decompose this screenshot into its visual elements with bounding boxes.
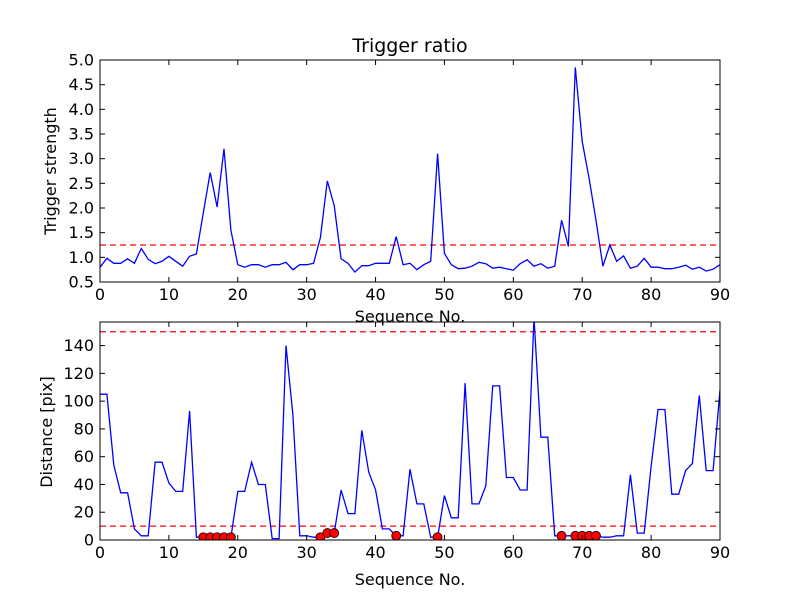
x-tick-label: 80 <box>641 285 661 304</box>
y-tick-label: 3.0 <box>69 149 94 168</box>
x-tick-label: 10 <box>159 543 179 562</box>
y-axis-label: Distance [pix] <box>37 376 56 488</box>
plot-content <box>100 67 720 274</box>
x-tick-label: 0 <box>95 285 105 304</box>
y-tick-label: 4.0 <box>69 100 94 119</box>
x-axis-label: Sequence No. <box>355 570 466 589</box>
y-tick-label: 2.5 <box>69 174 94 193</box>
x-tick-label: 70 <box>572 543 592 562</box>
plot-area: 0 10 20 30 40 50 60 70 80 90 0 20 40 60 80 100 120 140 <box>63 321 730 562</box>
x-tick-label: 30 <box>296 285 316 304</box>
y-tick-label: 5.0 <box>69 51 94 70</box>
x-tick-label: 10 <box>159 285 179 304</box>
y-tick-label: 20 <box>74 503 94 522</box>
x-tick-label: 0 <box>95 543 105 562</box>
x-tick-label: 50 <box>434 543 454 562</box>
y-tick-label: 1.0 <box>69 248 94 267</box>
x-tick-label: 80 <box>641 543 661 562</box>
data-point-marker <box>329 528 340 538</box>
y-tick-label: 120 <box>63 364 94 383</box>
plot-area: 0 10 20 30 40 50 60 70 80 90 0.5 1.0 1.5 2.0 2.5 3.0 3.5… <box>69 51 731 305</box>
data-point-marker <box>591 530 601 540</box>
x-tick-label: 60 <box>503 543 523 562</box>
axes-frame <box>99 59 721 283</box>
y-tick-label: 0.5 <box>69 273 94 292</box>
chart-title: Trigger ratio <box>351 35 467 57</box>
x-tick-label: 90 <box>710 543 730 562</box>
y-tick-label: 0 <box>84 531 94 550</box>
x-tick-label: 30 <box>296 543 316 562</box>
y-tick-label: 4.5 <box>69 75 94 94</box>
y-tick-label: 140 <box>63 336 94 355</box>
y-tick-label: 3.5 <box>69 125 94 144</box>
y-tick-label: 1.5 <box>69 223 94 242</box>
chart-trigger-ratio: Trigger ratio Sequence No. Trigger stren… <box>41 35 730 326</box>
series-line <box>100 67 720 274</box>
x-tick-label: 60 <box>503 285 523 304</box>
x-tick-label: 40 <box>365 285 385 304</box>
data-point-marker <box>556 530 567 540</box>
y-tick-label: 40 <box>74 475 94 494</box>
x-tick-label: 20 <box>228 285 248 304</box>
data-point-marker <box>391 530 402 540</box>
x-tick-label: 70 <box>572 285 592 304</box>
y-tick-label: 2.0 <box>69 199 94 218</box>
x-tick-label: 20 <box>228 543 248 562</box>
x-tick-label: 40 <box>365 543 385 562</box>
y-tick-label: 60 <box>74 447 94 466</box>
x-tick-label: 90 <box>710 285 730 304</box>
y-tick-label: 100 <box>63 392 94 411</box>
chart-distance: Sequence No. Distance [pix] 0 10 20 30 40 50 6… <box>37 321 730 589</box>
axes-frame <box>99 321 721 541</box>
y-tick-label: 80 <box>74 419 94 438</box>
plot-content <box>100 322 720 540</box>
data-point-marker <box>225 532 236 540</box>
x-axis-label: Sequence No. <box>355 307 466 326</box>
y-axis-label: Trigger strength <box>41 107 60 236</box>
data-point-marker <box>432 532 443 540</box>
x-tick-label: 50 <box>434 285 454 304</box>
